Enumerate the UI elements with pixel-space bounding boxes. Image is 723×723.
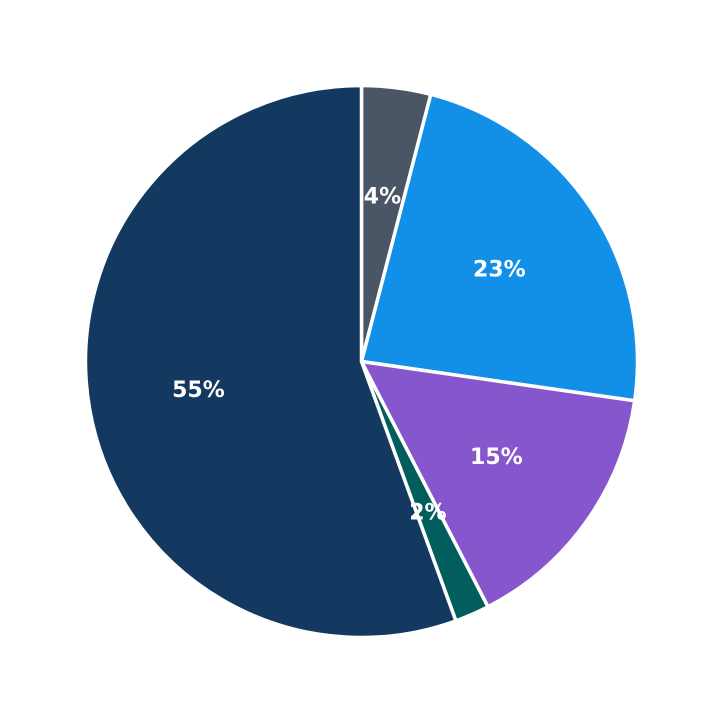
pie-slice-label: 2% bbox=[409, 501, 446, 526]
pie-slice-label: 23% bbox=[473, 257, 526, 282]
pie-slice-15pct bbox=[358, 359, 637, 610]
pie-slice-55pct bbox=[83, 83, 459, 640]
pie-slice-label: 55% bbox=[172, 378, 225, 403]
pie-slices bbox=[83, 83, 640, 640]
pie-slice-23pct bbox=[359, 92, 640, 403]
pie-slice-labels: 4% 23% 15% 2% 55% bbox=[172, 185, 526, 526]
pie-slice-label: 15% bbox=[470, 445, 523, 470]
pie-slice-label: 4% bbox=[364, 185, 401, 210]
